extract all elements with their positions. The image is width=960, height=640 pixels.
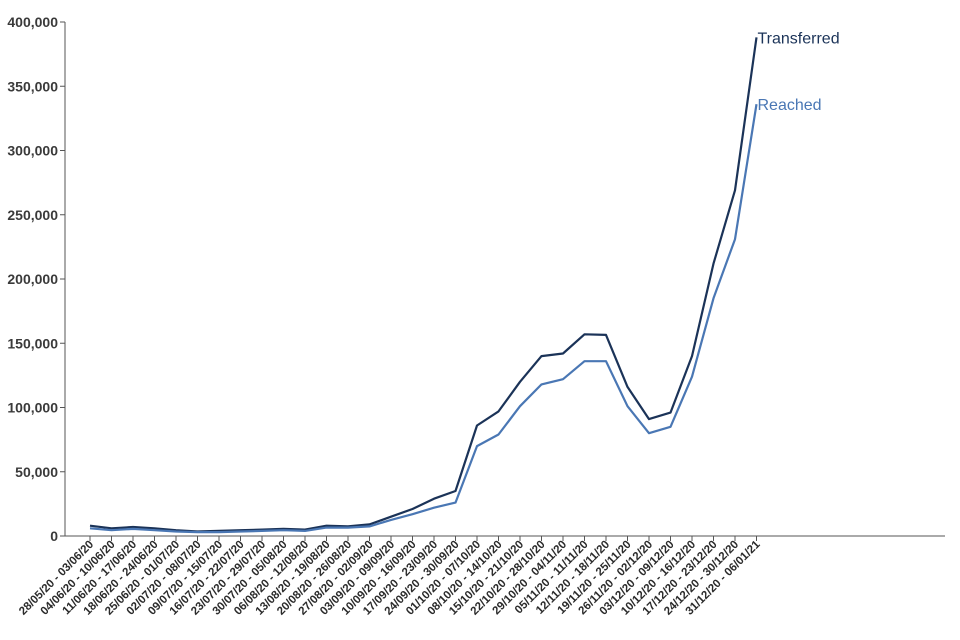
series-label-reached: Reached [758, 97, 822, 114]
series-label-transferred: Transferred [758, 30, 840, 47]
series-line-reached [89, 104, 758, 534]
y-tick-label: 150,000 [7, 335, 58, 351]
series-line-transferred [89, 37, 758, 533]
series-labels: Transferred Reached [758, 30, 840, 114]
y-tick-label: 350,000 [7, 78, 58, 94]
y-tick-label: 250,000 [7, 207, 58, 223]
y-tick-label: 0 [50, 528, 58, 544]
y-tick-label: 300,000 [7, 143, 58, 159]
y-tick-label: 200,000 [7, 271, 58, 287]
y-tick-label: 100,000 [7, 400, 58, 416]
y-tick-label: 400,000 [7, 14, 58, 30]
y-axis-ticks: 0 50,000 100,000 150,000 200,000 250,000 300,0… [7, 14, 65, 544]
y-tick-label: 50,000 [15, 464, 58, 480]
series-lines [89, 37, 758, 534]
